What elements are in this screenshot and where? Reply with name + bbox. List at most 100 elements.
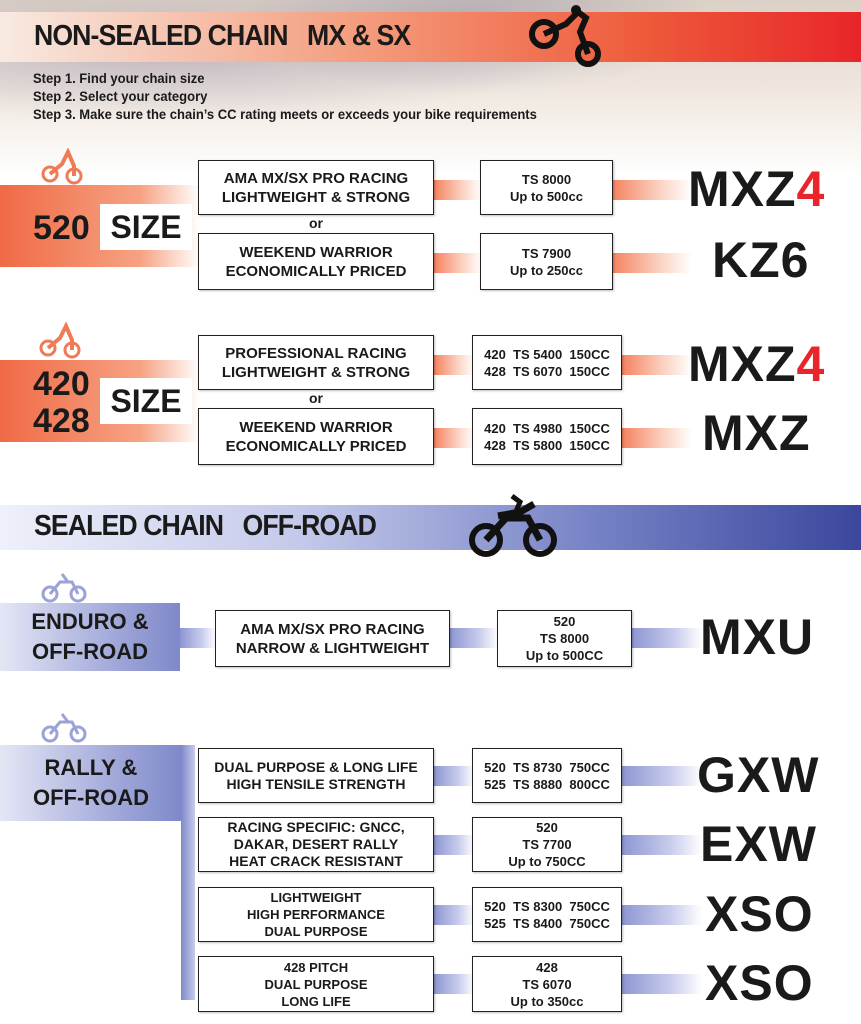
sealed-title: SEALED CHAIN OFF-ROAD [34,510,377,542]
product-name: MXZ4 [688,337,825,391]
text-line: 520 [536,820,558,835]
text-line: LONG LIFE [281,993,351,1009]
product-name: MXZ4 [688,162,825,216]
connector-bar [450,628,498,648]
text-line: PROFESSIONAL RACING [225,344,407,362]
text-line: TS 7700 [522,837,572,852]
text-line: AMA MX/SX PRO RACING [223,169,409,187]
text-line: Up to 750CC [508,854,586,869]
category-enduro: ENDURO & OFF-ROAD [0,603,180,671]
text-line: TS 6070 [522,976,572,992]
text-line: RACING SPECIFIC: GNCC, [227,819,405,835]
text-line: WEEKEND WARRIOR [239,243,393,261]
text-line: 428 PITCH [283,959,349,975]
text-line: 428 TS 6070 150CC [484,363,610,379]
connector-bar [434,428,474,448]
product-name: KZ6 [712,232,810,288]
text-line: 428 TS 5800 150CC [484,437,610,453]
rating-box: 428 TS 6070 Up to 350cc [472,956,622,1012]
connector-bar [622,905,702,925]
or-label: or [309,215,323,231]
text-line: 520 TS 8730 750CC [484,759,610,775]
or-label: or [309,390,323,406]
text-line: Up to 250cc [510,262,583,278]
text-line: 428 [536,959,558,975]
connector-bar [612,253,692,273]
non-sealed-title: NON-SEALED CHAIN MX & SX [34,20,411,52]
text-line: TS 8000 [539,631,590,646]
text-line: TS 8000 [521,171,572,187]
connector-bar [180,628,216,648]
connector-bar [434,905,474,925]
text-line: LIGHTWEIGHT [270,890,362,905]
motocross-rider-icon [41,148,83,185]
rating-box: 520 TS 8730 750CC 525 TS 8880 800CC [472,748,622,803]
text-line: HIGH PERFORMANCE [247,907,385,922]
connector-bar [612,180,692,200]
size-label: SIZE [100,204,192,250]
size-label: SIZE [100,378,192,424]
text-line: 4 [796,336,826,392]
connector-bar [622,766,702,786]
connector-bar [434,766,474,786]
branch-line [181,745,195,1000]
category-box: DUAL PURPOSE & LONG LIFE HIGH TENSILE STR… [198,748,434,803]
non-sealed-banner: NON-SEALED CHAIN MX & SX [0,12,861,62]
text-line: DAKAR, DESERT RALLY [233,836,399,852]
rating-box: 420 TS 5400 150CC 428 TS 6070 150CC [472,335,622,390]
category-box: WEEKEND WARRIOR ECONOMICALLY PRICED [198,233,434,290]
product-name: GXW [697,747,820,803]
text-line: 420 TS 5400 150CC [484,346,610,362]
rating-box: 420 TS 4980 150CC 428 TS 5800 150CC [472,408,622,465]
motocross-rider-icon [39,322,81,359]
text-line: AMA MX/SX PRO RACING [240,620,425,638]
text-line: MXZ [688,336,797,392]
motocross-bike-icon [529,5,601,67]
rating-box: 520 TS 8000 Up to 500CC [497,610,632,667]
text-line: ENDURO & [31,609,149,634]
size-520: 520 [33,209,90,247]
step-3: Step 3. Make sure the chain’s CC rating … [33,106,537,122]
text-line: HIGH TENSILE STRENGTH [226,775,406,792]
connector-bar [622,355,692,375]
text-line: 420 TS 4980 150CC [484,420,610,436]
dirt-bike-icon [469,494,557,557]
instructions: Step 1. Find your chain size Step 2. Sel… [33,69,537,123]
sealed-banner: SEALED CHAIN OFF-ROAD [0,505,861,550]
text-line: ECONOMICALLY PRICED [225,262,407,280]
category-box: 428 PITCH DUAL PURPOSE LONG LIFE [198,956,434,1012]
size-420: 420 [33,365,90,403]
text-line: HEAT CRACK RESISTANT [229,853,403,869]
connector-bar [434,974,474,994]
step-1: Step 1. Find your chain size [33,70,205,86]
text-line: LIGHTWEIGHT & STRONG [221,188,411,206]
size-428: 428 [33,402,90,440]
text-line: 525 TS 8400 750CC [484,915,610,931]
rating-box: TS 8000 Up to 500cc [480,160,613,215]
category-box: WEEKEND WARRIOR ECONOMICALLY PRICED [198,408,434,465]
connector-bar [632,628,702,648]
category-box: AMA MX/SX PRO RACING LIGHTWEIGHT & STRONG [198,160,434,215]
text-line: 520 TS 8300 750CC [484,898,610,914]
text-line: OFF-ROAD [32,785,150,810]
category-box: AMA MX/SX PRO RACING NARROW & LIGHTWEIGHT [215,610,450,667]
connector-bar [622,974,702,994]
text-line: MXZ [688,161,797,217]
rating-box: 520 TS 7700 Up to 750CC [472,817,622,872]
text-line: DUAL PURPOSE [264,924,368,939]
dirt-bike-outline-icon [41,713,87,743]
category-box: PROFESSIONAL RACING LIGHTWEIGHT & STRONG [198,335,434,390]
connector-bar [434,180,482,200]
connector-bar [434,835,474,855]
step-2: Step 2. Select your category [33,88,208,104]
product-name: MXZ [702,405,811,461]
product-name: XSO [705,955,814,1011]
text-line: Up to 500CC [525,648,604,663]
text-line: Up to 500cc [510,188,583,204]
connector-bar [434,253,482,273]
category-box: LIGHTWEIGHT HIGH PERFORMANCE DUAL PURPOSE [198,887,434,942]
dirt-bike-outline-icon [41,573,87,603]
text-line: NARROW & LIGHTWEIGHT [235,639,430,657]
text-line: RALLY & [44,755,138,780]
connector-bar [434,355,474,375]
